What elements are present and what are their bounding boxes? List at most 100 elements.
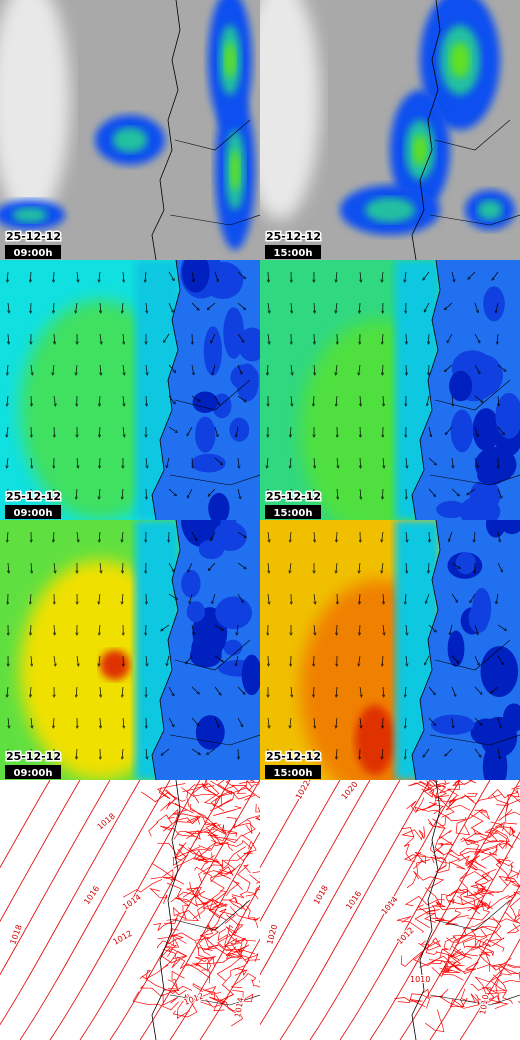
wind-arrow (470, 593, 476, 602)
wind-arrow (100, 686, 101, 696)
isobar (279, 780, 431, 1040)
coastline (151, 0, 181, 260)
isobar-dense (192, 784, 220, 804)
coastline (411, 520, 441, 780)
land-patch (182, 260, 210, 293)
isobar-dense (210, 866, 234, 883)
isobar-dense (509, 897, 520, 921)
wind-arrow (53, 302, 54, 312)
wind-arrow (209, 562, 216, 570)
wind-arrow (497, 333, 498, 343)
isobar-label: 1010 (410, 975, 430, 984)
land-patch (499, 520, 520, 535)
wind-arrow (31, 457, 32, 467)
wind-arrow (190, 593, 193, 603)
wind-arrow (337, 457, 338, 467)
isobar-dense (476, 963, 520, 971)
wind-arrow (237, 302, 245, 309)
isobar (339, 780, 491, 1040)
wind-arrow (123, 333, 124, 343)
isobar-dense (213, 806, 242, 816)
precip-core (12, 207, 48, 223)
isobar-dense (436, 792, 478, 803)
isobar-dense (161, 947, 188, 964)
wind-arrow (359, 624, 360, 634)
wind-arrow (474, 655, 479, 664)
isobar-dense (499, 957, 520, 975)
wind-arrow (452, 395, 453, 405)
wind-arrow (214, 686, 220, 694)
isobar-dense (455, 925, 498, 946)
wind-arrow (383, 457, 384, 467)
wind-arrow (7, 271, 8, 281)
wind-arrow (211, 333, 216, 342)
isobar-dense (170, 928, 199, 950)
wind-arrow (474, 426, 478, 436)
isobar-dense (174, 844, 201, 859)
wind-arrow (211, 531, 216, 540)
isobar-dense (157, 935, 185, 945)
wind-arrow (77, 271, 78, 281)
wind-arrow (452, 457, 453, 467)
isobar-dense (413, 851, 427, 870)
isobar-dense (486, 895, 514, 911)
wind-arrow (122, 748, 123, 758)
wind-arrow (237, 271, 245, 278)
isobar-dense (249, 874, 260, 884)
wind-arrow (474, 531, 475, 541)
isobar-dense (182, 780, 215, 793)
isobar-dense (193, 849, 205, 861)
coastline (151, 780, 181, 1040)
wind-arrow (191, 302, 198, 309)
isobar-dense (478, 941, 495, 957)
isobar-dense (448, 899, 465, 906)
isobar-dense (237, 864, 251, 892)
wind-arrow (146, 302, 147, 312)
wind-arrow (336, 686, 337, 696)
wind-arrow (497, 488, 501, 497)
wind-arrow (31, 562, 32, 572)
isobar-dense (254, 804, 260, 821)
wind-arrow (290, 364, 292, 374)
isobar-dense (215, 858, 236, 878)
wind-arrow (214, 717, 219, 726)
isobar-dense (206, 925, 231, 957)
wind-arrow (191, 686, 199, 693)
isobar (429, 884, 520, 1040)
isobar-dense (498, 875, 520, 887)
isobar-dense (173, 829, 201, 840)
wind-arrow (188, 488, 193, 497)
isobar (260, 780, 401, 1026)
wind-arrow (122, 531, 123, 541)
wind-arrow (145, 271, 146, 281)
wind-arrow (491, 686, 499, 693)
coastline (411, 0, 441, 260)
wind-arrow (314, 302, 315, 312)
isobar-dense (196, 902, 227, 921)
isobar-dense (151, 862, 185, 885)
isobar-dense (159, 825, 196, 837)
wind-arrow (359, 562, 360, 572)
isobar-dense (436, 815, 467, 828)
wind-arrow (451, 593, 457, 601)
isobar-dense (474, 809, 491, 821)
isobar-dense (429, 917, 452, 923)
isobar-dense (470, 968, 504, 991)
wind-arrow (446, 426, 453, 434)
isobar-dense (167, 970, 185, 990)
isobar-dense (232, 989, 254, 1003)
border (429, 899, 520, 1006)
isobar-dense (418, 826, 425, 841)
isobar-dense (215, 780, 233, 795)
wind-arrow (236, 426, 239, 436)
wind-arrow (54, 624, 55, 634)
isobar-dense (157, 783, 186, 800)
isobar (169, 884, 260, 1040)
panel-time: 09:00h (14, 768, 53, 779)
wind-arrow (267, 364, 268, 374)
wind-arrow (406, 624, 407, 634)
time-box (265, 245, 321, 259)
land-patch (186, 601, 205, 623)
wind-arrow (168, 562, 173, 571)
wind-arrow (76, 531, 78, 541)
